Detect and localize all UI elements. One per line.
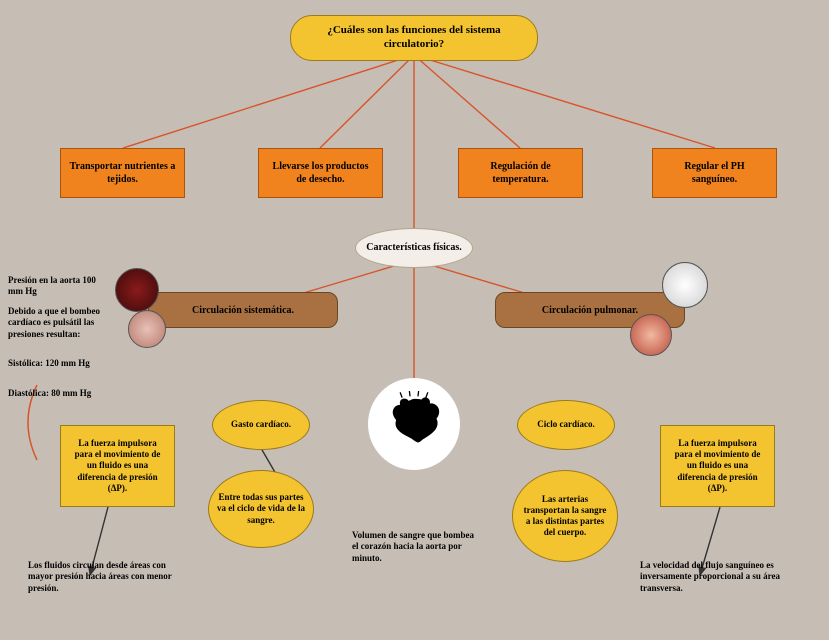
img-blood — [115, 268, 159, 312]
middle-node: Características físicas. — [355, 228, 473, 268]
title-text: ¿Cuáles son las funciones del sistema ci… — [309, 24, 519, 52]
left-note: Los fluidos circulan desde áreas con may… — [28, 560, 188, 594]
func-4: Regular el PH sanguíneo. — [652, 148, 777, 198]
func-2: Llevarse los productos de desecho. — [258, 148, 383, 198]
gasto-top: Gasto cardíaco. — [212, 400, 310, 450]
ciclo-bottom: Las arterias transportan la sangre a las… — [512, 470, 618, 562]
side-2: Debido a que el bombeo cardíaco es pulsá… — [8, 306, 118, 340]
side-4: Diastólica: 80 mm Hg — [8, 388, 113, 399]
img-vessel — [128, 310, 166, 348]
right-dp-box: La fuerza impulsora para el movimiento d… — [660, 425, 775, 507]
func-1: Transportar nutrientes a tejidos. — [60, 148, 185, 198]
title-node: ¿Cuáles son las funciones del sistema ci… — [290, 15, 538, 61]
gasto-bottom: Entre todas sus partes va el ciclo de vi… — [208, 470, 314, 548]
right-note: La velocidad del flujo sanguíneo es inve… — [640, 560, 805, 594]
side-1: Presión en la aorta 100 mm Hg — [8, 275, 113, 298]
img-lung-diagram — [662, 262, 708, 308]
branch-left: Circulación sistemática. — [148, 292, 338, 328]
side-3: Sistólica: 120 mm Hg — [8, 358, 113, 369]
func-3: Regulación de temperatura. — [458, 148, 583, 198]
img-heart-anatomy — [630, 314, 672, 356]
left-dp-box: La fuerza impulsora para el movimiento d… — [60, 425, 175, 507]
heart-icon — [381, 391, 447, 457]
ciclo-top: Ciclo cardíaco. — [517, 400, 615, 450]
heart-circle — [368, 378, 460, 470]
heart-note: Volumen de sangre que bombea el corazón … — [352, 530, 482, 564]
